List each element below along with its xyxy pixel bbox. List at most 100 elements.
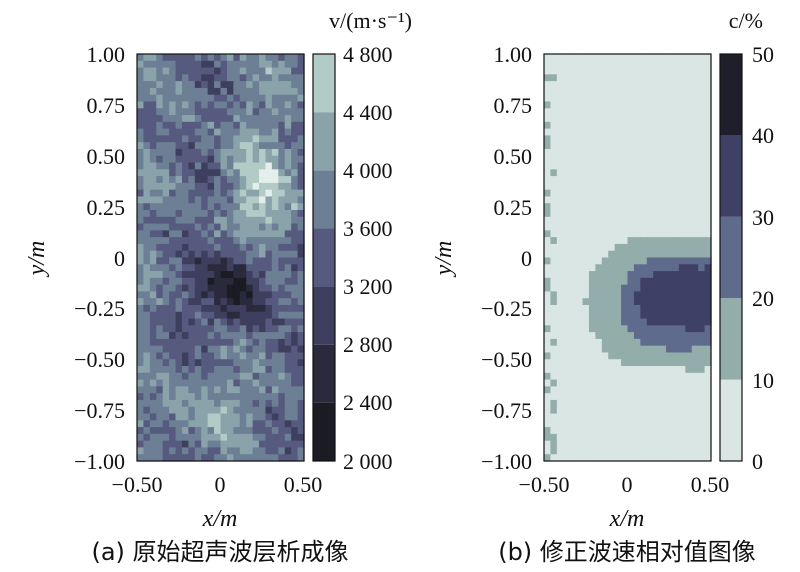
heat-a-cell [246, 60, 254, 69]
heat-a-cell [278, 162, 286, 170]
heat-b-cell [698, 87, 706, 96]
heat-a-cell [156, 427, 164, 435]
heat-a-cell [291, 420, 299, 428]
heat-b-cell [614, 223, 622, 231]
heat-b-cell [704, 169, 712, 177]
heat-a-cell [265, 155, 273, 164]
heat-b-cell [698, 182, 706, 191]
panel-b-y-tick: −0.25 [481, 296, 532, 321]
heat-a-cell [162, 223, 170, 231]
heat-a-cell [156, 420, 164, 428]
heat-a-cell [271, 406, 279, 415]
heat-b-cell [685, 148, 693, 157]
heat-a-cell [226, 420, 234, 428]
heat-a-cell [188, 393, 196, 401]
heat-a-cell [291, 271, 299, 279]
heat-a-cell [271, 338, 279, 347]
heat-b-cell [614, 318, 622, 326]
heat-b-cell [672, 216, 680, 225]
heat-b-cell [640, 420, 648, 428]
heat-b-cell [633, 338, 641, 347]
heat-a-cell [194, 162, 202, 170]
heat-b-cell [698, 372, 706, 381]
heat-a-cell [162, 155, 170, 164]
heat-b-cell [633, 101, 641, 109]
heat-b-cell [640, 135, 648, 143]
heat-b-cell [550, 372, 558, 381]
heat-b-cell [621, 393, 629, 401]
heat-a-cell [233, 393, 241, 401]
heat-b-cell [576, 60, 584, 69]
heat-b-cell [698, 304, 706, 313]
heat-a-cell [156, 332, 164, 340]
heat-b-cell [614, 372, 622, 381]
heat-b-cell [576, 162, 584, 170]
heat-b-cell [678, 318, 686, 326]
heat-a-cell [226, 60, 234, 69]
heat-a-cell [188, 271, 196, 279]
heat-b-cell [550, 176, 558, 184]
heat-a-cell [239, 318, 247, 326]
heat-a-cell [201, 298, 209, 306]
heat-b-cell [550, 237, 558, 245]
panel-a-y-tick: 0.25 [87, 195, 126, 220]
heat-b-cell [569, 433, 577, 442]
heat-a-cell [284, 332, 292, 340]
heat-a-cell [149, 311, 157, 320]
heat-a-cell [233, 101, 241, 109]
heat-b-cell [563, 291, 571, 299]
heat-b-cell [704, 338, 712, 347]
heat-b-cell [666, 291, 674, 299]
heat-a-cell [143, 189, 151, 198]
heat-a-cell [284, 359, 292, 367]
heat-b-cell [672, 237, 680, 245]
heat-a-cell [181, 271, 189, 279]
heat-b-cell [569, 101, 577, 109]
heat-a-cell [207, 318, 215, 326]
heat-a-cell [226, 257, 234, 265]
heat-a-cell [252, 338, 260, 347]
heat-a-cell [149, 237, 157, 245]
heat-a-cell [214, 271, 222, 279]
heat-b-cell [621, 54, 629, 62]
heat-b-cell [608, 399, 616, 408]
heat-a-cell [297, 257, 305, 265]
heat-a-cell [284, 169, 292, 177]
heat-a-cell [246, 196, 254, 204]
heat-a-cell [156, 74, 164, 82]
heat-a-cell [252, 210, 260, 218]
heat-b-cell [556, 196, 564, 204]
heat-b-cell [672, 81, 680, 89]
heat-a-cell [271, 176, 279, 184]
heat-a-cell [246, 366, 254, 374]
heat-a-cell [188, 135, 196, 143]
heat-a-cell [252, 101, 260, 109]
heat-a-cell [214, 386, 222, 394]
heat-b-cell [633, 406, 641, 415]
heat-b-cell [582, 189, 590, 198]
heat-a-cell [181, 291, 189, 299]
heat-b-cell [640, 413, 648, 421]
heat-a-cell [156, 379, 164, 387]
heat-b-cell [666, 223, 674, 231]
heat-a-cell [284, 81, 292, 89]
heat-b-cell [601, 223, 609, 231]
heat-a-cell [207, 352, 215, 360]
heat-b-cell [627, 318, 635, 326]
heat-b-cell [576, 393, 584, 401]
heat-b-cell [595, 359, 603, 367]
heat-b-cell [569, 182, 577, 191]
heat-a-cell [175, 352, 183, 360]
heat-b-cell [550, 108, 558, 116]
heat-a-cell [162, 393, 170, 401]
heat-b-cell [550, 182, 558, 191]
heat-a-cell [278, 433, 286, 442]
heat-b-cell [550, 74, 558, 82]
heat-b-cell [569, 155, 577, 164]
heat-b-cell [704, 250, 712, 259]
heat-b-cell [633, 379, 641, 387]
heat-b-cell [582, 169, 590, 177]
heat-a-cell [284, 379, 292, 387]
heat-a-cell [149, 210, 157, 218]
heat-a-cell [175, 454, 183, 462]
